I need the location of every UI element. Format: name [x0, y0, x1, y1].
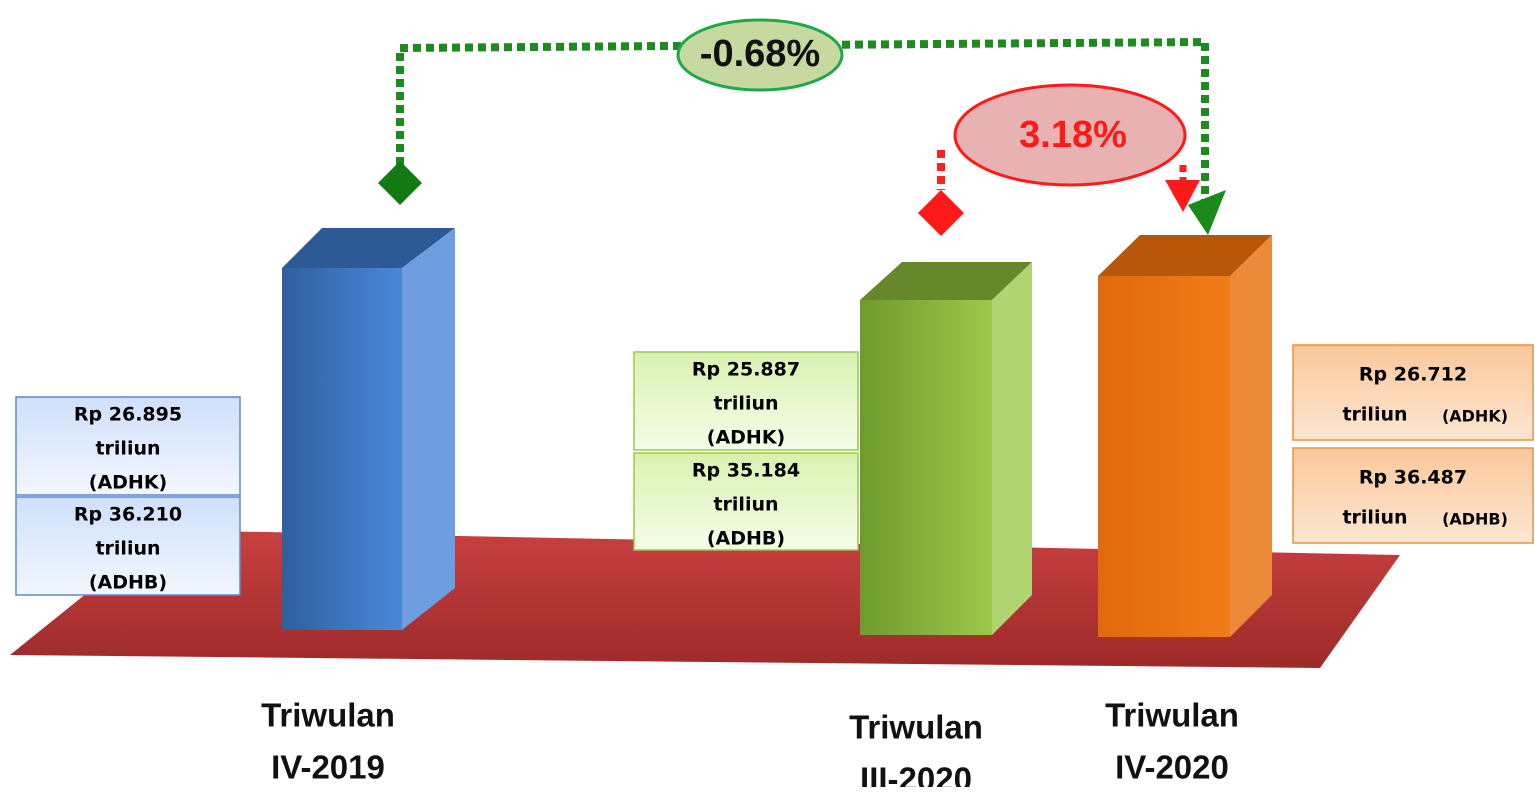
- period-label: Triwulan: [849, 709, 983, 746]
- value-box: [15, 496, 241, 596]
- change-label: -0.68%: [700, 33, 820, 75]
- value-box: [15, 396, 241, 496]
- value-text: triliun: [95, 438, 160, 460]
- connector-green: [396, 37, 1209, 205]
- value-text: (ADHB): [89, 572, 167, 594]
- value-text: (ADHK): [89, 472, 167, 494]
- period-label: IV-2019: [271, 749, 385, 786]
- value-text: Rp 26.895: [74, 404, 182, 426]
- period-label: IV-2020: [1115, 749, 1229, 786]
- arrow-red: [1165, 180, 1200, 212]
- value-text: (ADHB): [1442, 510, 1508, 529]
- bar-blue: [282, 228, 455, 630]
- period-label: Triwulan: [261, 697, 395, 734]
- change-label: 3.18%: [1019, 114, 1127, 156]
- diamond: [378, 161, 422, 205]
- diamond: [918, 190, 964, 236]
- value-text: triliun: [95, 538, 160, 560]
- value-text: Rp 35.184: [692, 460, 800, 482]
- badge: [953, 83, 1187, 187]
- badge: [676, 18, 844, 92]
- value-text: Rp 26.712: [1359, 364, 1467, 386]
- period-label: III-2020: [860, 761, 972, 787]
- arrow-green: [1188, 190, 1226, 235]
- value-box: [1292, 344, 1534, 441]
- value-text: triliun: [1342, 404, 1407, 426]
- value-text: triliun: [713, 494, 778, 516]
- value-text: (ADHK): [1442, 407, 1508, 426]
- value-text: triliun: [1342, 507, 1407, 529]
- value-text: (ADHK): [707, 427, 785, 449]
- value-box: [633, 452, 859, 551]
- value-box: [633, 351, 859, 451]
- value-text: (ADHB): [707, 528, 785, 550]
- value-text: Rp 36.487: [1359, 467, 1467, 489]
- bar-orange: [1098, 235, 1272, 637]
- value-text: Rp 36.210: [74, 504, 182, 526]
- bar-green: [860, 262, 1032, 635]
- value-text: Rp 25.887: [692, 359, 800, 381]
- value-text: triliun: [713, 393, 778, 415]
- value-box: [1292, 447, 1534, 544]
- period-label: Triwulan: [1105, 697, 1239, 734]
